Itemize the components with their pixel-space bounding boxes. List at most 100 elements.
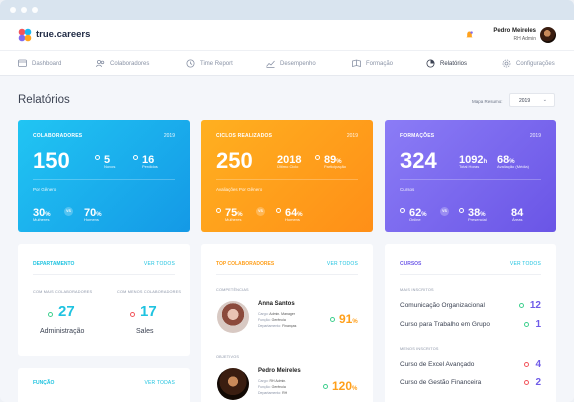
nav-colaboradores[interactable]: Colaboradores [96,59,149,68]
user-role: RH Admin [513,36,536,42]
view-all-link[interactable]: VER TODOS [509,261,541,267]
people-icon [96,59,105,68]
percent-sign: % [297,212,303,218]
window-dot[interactable] [32,7,38,13]
funcao-value: Gerência [271,385,286,389]
nav-relatorios[interactable]: Relatórios [426,59,467,68]
presencial-value: 38 [468,207,481,219]
online-stat: 62% Online [400,203,427,222]
nav-label: Dashboard [32,60,62,67]
panel-title: FUNÇÃO [33,380,55,386]
course-count: 2 [535,377,541,388]
ring-icon [459,208,464,214]
ring-icon [400,208,405,214]
course-name[interactable]: Curso de Gestão Financeira [400,379,482,386]
card-subtitle: Avaliações Por Gênero [216,187,263,192]
funcao-label: Função: [258,318,271,322]
view-all-link[interactable]: VER TODOS [143,261,175,267]
dep-value: RH [282,391,288,395]
window-dot[interactable] [21,7,27,13]
brand-name[interactable]: true.careers [36,29,91,40]
nav-label: Colaboradores [110,60,150,67]
cargo-label: Cargo: [258,312,269,316]
view-all-link[interactable]: VER TODOS [326,261,358,267]
score-value: 91 [339,312,353,326]
title-bar [0,0,574,20]
percent-sign: % [96,212,102,218]
person-score: 91% [339,312,358,326]
total-value: 324 [400,148,437,173]
top-bar: true.careers Pedro Meireles RH Admin [0,20,574,50]
percent-sign: % [480,212,486,218]
up-ring-icon [518,303,524,308]
card-year: 2019 [529,133,541,139]
percent-sign: % [421,212,427,218]
horas-stat: 1092h Total Horas [459,150,487,169]
presencial-label: Presencial [468,217,487,222]
novos-value: 5 [104,154,111,166]
score-value: 120 [332,379,353,393]
ring-icon [216,208,221,214]
person-name[interactable]: Pedro Meireles [258,368,301,374]
course-name[interactable]: Curso de Excel Avançado [400,361,475,368]
report-icon [426,59,435,68]
mulheres-value: 30 [33,207,46,219]
homens-label: Homens [84,217,99,222]
participacao-label: Participação [324,164,347,169]
card-title: FORMAÇÕES [400,133,435,139]
homens-label: Homens [285,217,300,222]
cargo-value: RH Admin. [269,379,287,383]
person-photo[interactable] [217,368,249,400]
nav-configuracoes[interactable]: Configurações [502,59,555,68]
cargo-value: Admin. Manager [269,312,295,316]
course-name[interactable]: Comunicação Organizacional [400,302,485,309]
homens-stat: 64% Homens [276,203,303,222]
panel-funcao: FUNÇÃO VER TODAS [18,368,190,402]
avaliacao-stat: 68% Avaliação (Média) [497,150,529,169]
nav-dashboard[interactable]: Dashboard [18,59,61,68]
course-value: 12 [518,300,541,311]
least-name: Sales [136,328,154,335]
up-ring-icon [330,317,335,322]
dep-value: Finanças [282,324,297,328]
areas-label: Áreas [512,217,523,222]
view-all-link[interactable]: VER TODAS [144,380,175,386]
panel-title: DEPARTAMENTO [33,261,75,267]
card-formacoes[interactable]: FORMAÇÕES 2019 324 1092h Total Horas 68%… [385,120,556,232]
person-meta: Cargo: Admin. Manager Função: Gerência D… [258,311,296,329]
online-value: 62 [409,207,422,219]
novos-label: Novos [104,164,116,169]
window-dot[interactable] [10,7,16,13]
notification-icon[interactable] [466,31,473,39]
vs-badge: VS [256,207,265,216]
ultimo-ciclo-value: 2018 [277,154,302,166]
nav-desempenho[interactable]: Desempenho [266,59,316,68]
card-colaboradores[interactable]: COLABORADORES 2019 150 5 Novos 16 Perdid… [18,120,190,232]
percent-sign: % [509,159,515,165]
card-year: 2019 [163,133,175,139]
nav-time-report[interactable]: Time Report [186,59,233,68]
year-select[interactable]: 2019 ⌄ [509,93,555,107]
avatar[interactable] [540,27,556,43]
panel-cursos: CURSOS VER TODOS MAIS INSCRITOS Comunica… [385,244,556,402]
card-ciclos[interactable]: CICLOS REALIZADOS 2019 250 2018 Último C… [201,120,373,232]
percent-sign: % [336,159,342,165]
filter-label: Mapa Resumo: [472,99,503,104]
card-year: 2019 [346,133,358,139]
avaliacao-value: 68 [497,154,510,166]
perdidos-label: Perdidos [142,164,158,169]
nav-formacao[interactable]: Formação [352,59,393,68]
logo-icon[interactable] [18,28,32,42]
user-name[interactable]: Pedro Meireles [493,28,536,34]
funcao-label: Função: [258,385,271,389]
areas-stat: 84 Áreas [511,203,523,222]
mulheres-value: 75 [225,207,238,219]
divider [400,179,541,180]
section-label: MENOS INSCRITOS [400,347,439,351]
course-value: 2 [524,377,541,388]
ultimo-ciclo-stat: 2018 Último Ciclo [277,150,302,169]
person-name[interactable]: Anna Santos [258,301,295,307]
horas-label: Total Horas [459,164,480,169]
course-name[interactable]: Curso para Trabalho em Grupo [400,321,490,328]
person-photo[interactable] [217,301,249,333]
